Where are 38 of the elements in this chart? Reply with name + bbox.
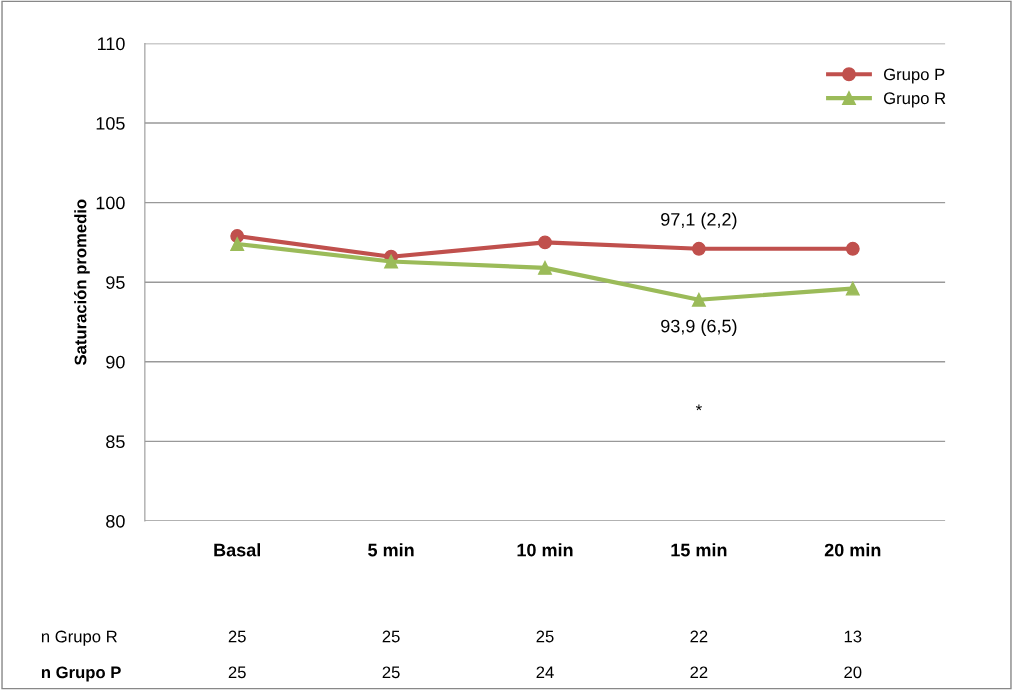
x-tick-label: 5 min [368, 543, 414, 557]
text: 24 [536, 666, 554, 679]
legend-label: Grupo P [883, 68, 945, 84]
point [538, 235, 552, 250]
text: 13 [844, 630, 862, 643]
y-tick-label: 80 [106, 514, 125, 528]
text: n Grupo P [41, 666, 121, 682]
text: n Grupo R [41, 630, 117, 646]
y-tick-label: 95 [106, 276, 125, 289]
x-tick-label: 20 min [824, 543, 881, 557]
point [845, 281, 860, 296]
point [230, 237, 245, 251]
legend-label: Grupo R [883, 92, 946, 108]
y-tick-label: 105 [96, 116, 125, 130]
x-tick-label: 15 min [671, 543, 727, 557]
text: 25 [228, 666, 246, 679]
y-axis-title: Saturación promedio [74, 199, 90, 366]
point [845, 241, 860, 256]
point [691, 292, 706, 307]
y-tick-label: 85 [106, 435, 125, 449]
text: 20 [844, 666, 862, 679]
y-tick-label: 110 [98, 37, 125, 51]
annotation: * [695, 404, 702, 411]
text: 25 [382, 666, 400, 679]
point [691, 241, 706, 256]
text: 25 [382, 630, 400, 643]
text: 22 [690, 630, 708, 643]
text: 25 [536, 630, 554, 643]
x-tick-label: 10 min [517, 543, 573, 557]
annotation: 93,9 (6,5) [661, 319, 737, 336]
text: 25 [228, 630, 246, 643]
y-tick-label: 100 [96, 196, 125, 210]
point [538, 260, 552, 275]
point [384, 254, 399, 269]
text: 22 [690, 666, 708, 679]
x-tick-label: Basal [214, 543, 261, 557]
annotation: 97,1 (2,2) [661, 212, 737, 230]
y-tick-label: 90 [106, 355, 125, 369]
